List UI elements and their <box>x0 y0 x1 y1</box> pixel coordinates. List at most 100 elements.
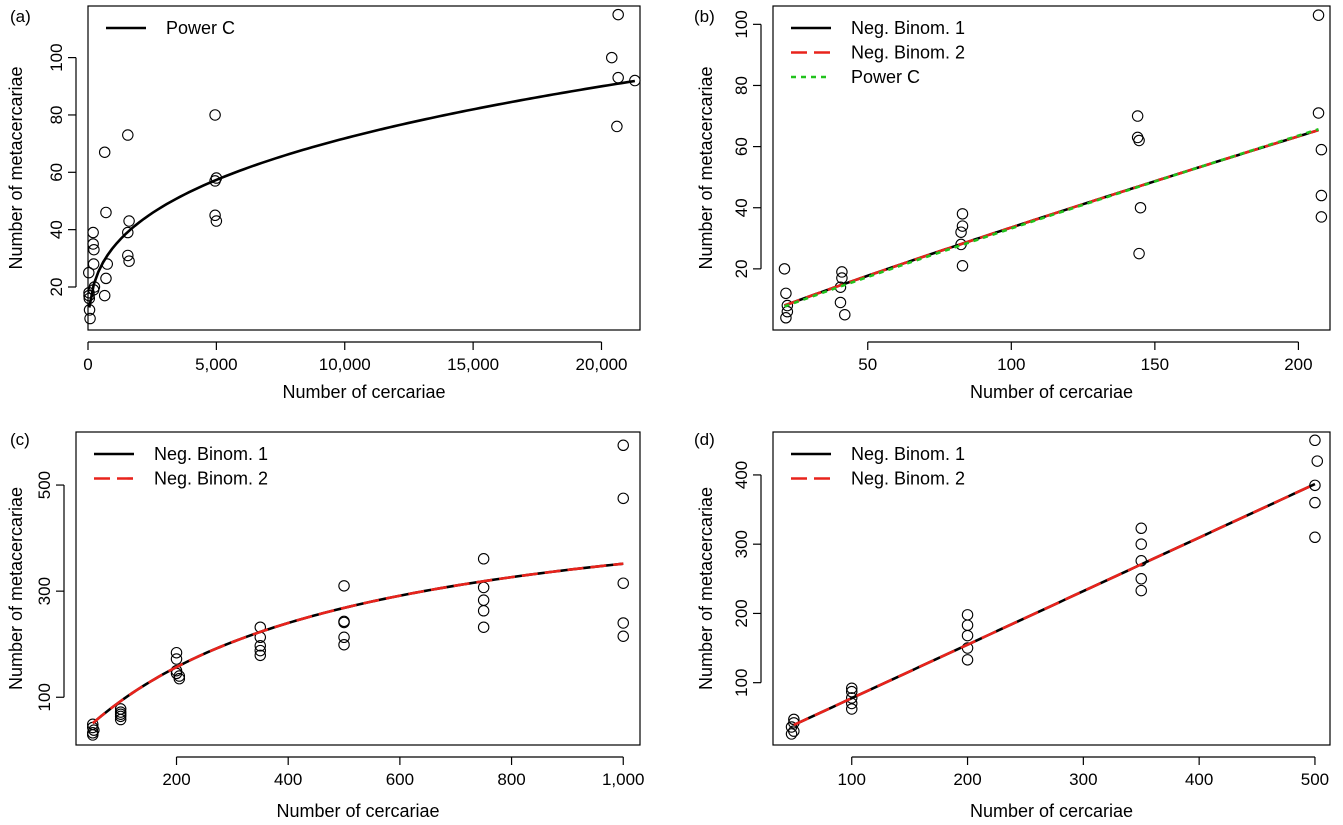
data-point <box>1309 496 1321 509</box>
plot-frame <box>75 431 641 746</box>
data-point <box>617 617 629 629</box>
data-point <box>338 638 350 651</box>
chart-panel-1: (a) 0 5,000 10,000 15,000 20,000 20 40 60 80 100 Nu… <box>6 5 641 402</box>
y-tick-label: 40 <box>732 198 751 217</box>
data-point <box>477 553 490 565</box>
data-point <box>338 616 350 629</box>
data-point <box>83 266 95 279</box>
data-point <box>1134 201 1147 214</box>
data-point <box>1135 584 1147 597</box>
chart-panel-2: (b) 50 100 150 200 20 40 60 80 100 Number of cerca… <box>694 5 1331 402</box>
fit-curve-1 <box>88 79 636 308</box>
y-tick-label: 500 <box>35 471 54 499</box>
data-point <box>1135 522 1147 535</box>
data-point <box>1135 538 1147 550</box>
legend-label: Neg. Binom. 1 <box>851 444 965 464</box>
x-axis-title: Number of cercariae <box>970 382 1133 402</box>
x-axis-title: Number of cercariae <box>282 382 445 402</box>
data-point <box>611 120 623 133</box>
data-point <box>209 109 221 121</box>
data-point <box>612 71 624 84</box>
data-point <box>836 266 848 278</box>
legend-label: Neg. Binom. 2 <box>154 469 268 489</box>
legend-label: Neg. Binom. 1 <box>851 18 965 38</box>
panel-label: (d) <box>694 430 715 449</box>
data-point <box>98 146 111 158</box>
y-tick-label: 200 <box>732 599 751 627</box>
data-point <box>87 729 99 741</box>
panel-label: (b) <box>694 7 715 26</box>
data-point <box>834 296 847 309</box>
data-point <box>617 577 629 589</box>
panel-label: (c) <box>10 430 30 449</box>
x-tick-label: 20,000 <box>575 355 627 374</box>
data-point <box>1315 143 1328 156</box>
data-point <box>477 605 490 617</box>
data-point <box>122 129 134 141</box>
plot-frame <box>772 5 1331 331</box>
data-point <box>100 206 112 219</box>
y-tick-label: 60 <box>47 163 66 182</box>
data-point <box>1315 211 1328 223</box>
data-point <box>114 710 127 723</box>
data-point <box>845 682 858 694</box>
x-tick-label: 100 <box>838 770 866 789</box>
panel-label: (a) <box>10 7 31 26</box>
data-point <box>84 312 96 325</box>
x-tick-label: 0 <box>83 355 92 374</box>
x-axis-title: Number of cercariae <box>276 801 439 821</box>
y-tick-label: 80 <box>732 76 751 95</box>
y-tick-label: 100 <box>732 10 751 38</box>
y-tick-label: 100 <box>47 43 66 71</box>
x-tick-label: 300 <box>1069 770 1097 789</box>
data-point <box>122 249 134 262</box>
data-point <box>612 8 624 21</box>
x-tick-label: 50 <box>858 355 877 374</box>
legend-label: Power C <box>851 67 920 87</box>
data-point <box>836 272 848 284</box>
data-point <box>956 220 969 232</box>
data-point <box>477 621 490 633</box>
legend-label: Power C <box>166 18 235 38</box>
data-point <box>254 649 267 662</box>
data-point <box>87 258 100 270</box>
x-tick-label: 200 <box>162 770 190 789</box>
y-tick-label: 20 <box>732 259 751 278</box>
data-point <box>173 670 186 682</box>
data-point <box>961 619 974 631</box>
data-point <box>1309 434 1321 447</box>
data-point <box>1133 134 1145 147</box>
fit-curve-3 <box>784 127 1319 308</box>
x-tick-label: 400 <box>274 770 302 789</box>
data-point <box>617 630 629 642</box>
y-axis-title: Number of metacercariae <box>6 66 26 269</box>
data-point <box>788 725 800 737</box>
y-tick-label: 100 <box>732 668 751 696</box>
x-tick-label: 200 <box>953 770 981 789</box>
y-axis-title: Number of metacercariae <box>6 487 26 690</box>
plot-frame <box>772 431 1331 746</box>
legend-label: Neg. Binom. 2 <box>851 469 965 489</box>
data-point <box>1312 107 1325 119</box>
data-point <box>123 215 135 227</box>
y-tick-label: 40 <box>47 220 66 239</box>
data-point <box>785 728 798 740</box>
data-point <box>123 255 135 267</box>
data-point <box>338 631 350 644</box>
data-point <box>88 243 100 256</box>
legend-label: Neg. Binom. 2 <box>851 43 965 63</box>
chart-panel-3: (c) 200 400 600 800 1,000 100 300 500 Number of c… <box>6 430 645 821</box>
x-tick-label: 150 <box>1141 355 1169 374</box>
data-point <box>100 272 112 285</box>
x-tick-label: 500 <box>1301 770 1329 789</box>
data-point <box>781 299 794 312</box>
data-point <box>254 640 267 652</box>
x-tick-label: 5,000 <box>195 355 238 374</box>
x-axis-title: Number of cercariae <box>970 801 1133 821</box>
x-tick-label: 100 <box>997 355 1025 374</box>
plot-frame <box>87 5 641 331</box>
data-point <box>114 713 127 726</box>
data-point <box>961 654 974 666</box>
data-point <box>87 226 99 239</box>
